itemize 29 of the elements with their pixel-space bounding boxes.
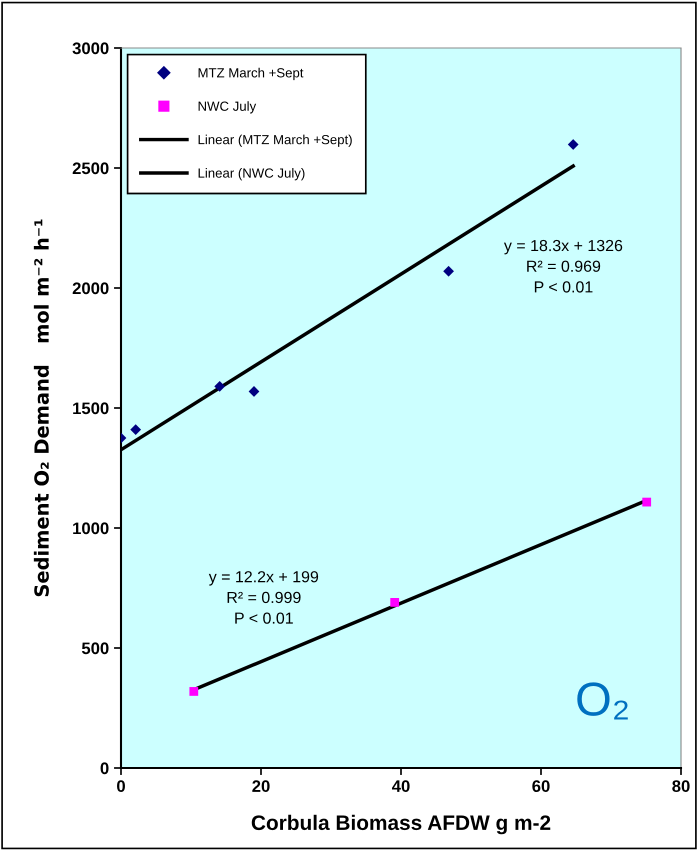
y-tick-label: 500 (82, 642, 109, 654)
point (248, 386, 260, 397)
point (568, 139, 579, 150)
y-tick-label: 2000 (72, 282, 109, 294)
annotation: y = 18.3x + 1326 R² = 0.969 P < 0.01 (504, 240, 622, 293)
y-tick-label: 2500 (72, 162, 109, 174)
point (130, 424, 142, 435)
point (189, 687, 198, 696)
x-tick-label: 80 (672, 780, 690, 792)
y-tick-label: 3000 (72, 42, 109, 54)
point (443, 266, 454, 277)
legend-label: Linear (MTZ March +Sept) (198, 134, 352, 147)
x-tick-label: 60 (532, 780, 550, 792)
point (390, 598, 400, 607)
y-tick-label: 1500 (73, 402, 109, 414)
x-axis-title: Corbula Biomass AFDW g m-2 (252, 814, 550, 834)
x-tick-label: 20 (252, 780, 270, 792)
legend-label: Linear (NWC July) (198, 168, 304, 180)
legend-label: MTZ March +Sept (198, 68, 304, 80)
y-axis-title: Sediment O₂ Demand mol m⁻² h⁻¹ (34, 219, 49, 596)
point (214, 381, 226, 392)
y-tick-label: 1000 (73, 522, 109, 534)
y-tick-label: 0 (100, 762, 109, 774)
x-tick-label: 40 (392, 780, 410, 792)
annotation: O₂ (577, 682, 628, 720)
point (642, 498, 652, 506)
annotation: y = 12.2x + 199 R² = 0.999 P < 0.01 (208, 571, 318, 624)
x-tick-label: 0 (117, 780, 125, 792)
legend-label: NWC July (198, 101, 256, 114)
